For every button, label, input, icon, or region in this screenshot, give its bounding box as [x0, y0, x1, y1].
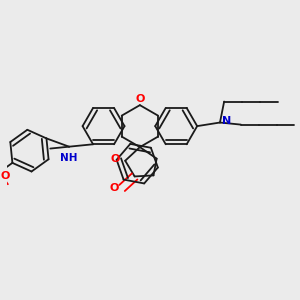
- Text: N: N: [222, 116, 232, 126]
- Text: O: O: [0, 171, 10, 181]
- Text: O: O: [135, 94, 145, 104]
- Text: O: O: [111, 154, 120, 164]
- Text: NH: NH: [60, 153, 78, 163]
- Text: O: O: [110, 183, 119, 193]
